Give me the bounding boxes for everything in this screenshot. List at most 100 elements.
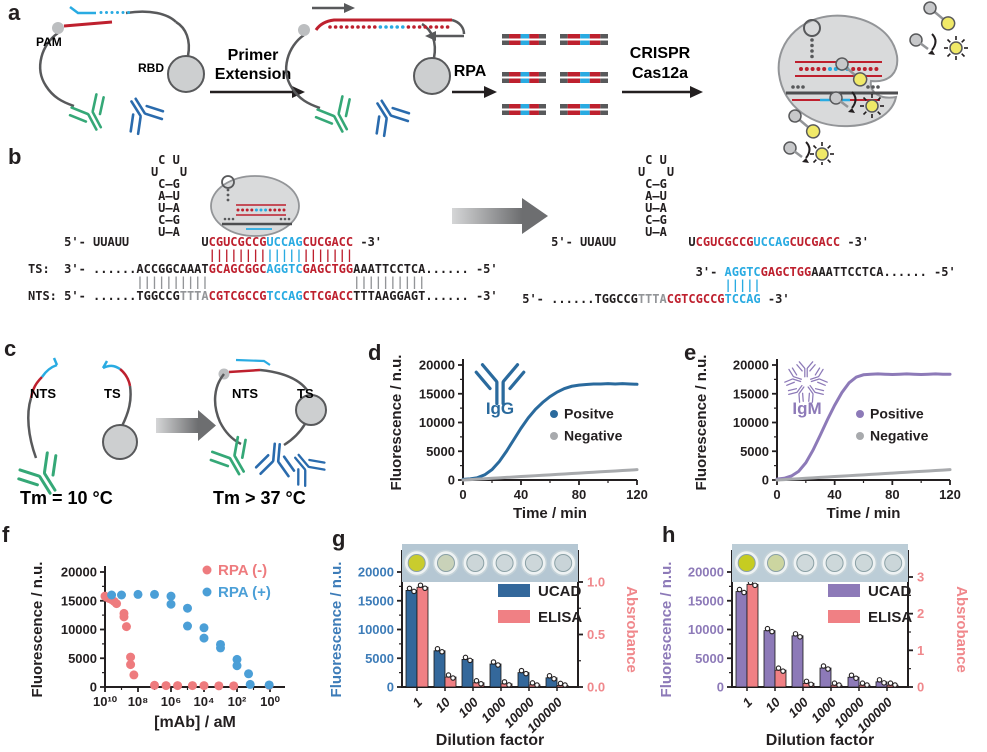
repl-dot	[876, 677, 883, 683]
amplicon-bar	[529, 72, 539, 77]
tick-label: 120	[626, 487, 648, 502]
forward-primer-arrow	[344, 3, 355, 13]
sequence-segment: ||||||||||	[136, 275, 209, 289]
repl-dot	[797, 634, 803, 640]
ts-nts-pairing-bars: |||||||||| ||||||||||	[28, 276, 425, 289]
repl-dot	[467, 657, 473, 664]
y-axis-title-left: Fluorescence / n.u.	[660, 562, 675, 698]
panel-c-scheme: NTS TS Tm = 10 °C NTS TS Tm > 3	[13, 357, 330, 508]
y-axis-title-left: Fluorescence / n.u.	[330, 562, 345, 698]
tick-label: 0	[717, 680, 724, 695]
extension-dot	[401, 25, 405, 29]
hairpin-row: A—U	[645, 189, 667, 203]
repl-dot	[478, 681, 484, 687]
amplicon-bar	[560, 78, 568, 83]
sequence-segment: CGTCGCCG	[208, 289, 267, 303]
sequence-segment: 3'-	[515, 265, 725, 279]
amplicon-bar	[567, 72, 581, 77]
repl-dot	[518, 667, 525, 674]
repl-dot	[557, 680, 564, 687]
amplicon-bar	[567, 40, 581, 45]
amplicon-bar	[600, 40, 608, 45]
panel-label-f: f	[2, 522, 10, 547]
sequence-segment: 5'- UUAUU U	[28, 235, 209, 249]
sequence-segment: GAGCTGG	[302, 262, 354, 276]
assembled-probe-high-tm: NTS TS Tm > 37 °C	[206, 358, 330, 508]
amplicon-bar	[529, 34, 539, 39]
sequence-segment: GAGCTGG	[760, 265, 812, 279]
amplicon-bar	[520, 72, 530, 77]
repl-dot	[808, 681, 814, 688]
amplicon-bar	[502, 104, 510, 109]
amplicon-bar	[509, 110, 521, 115]
extension-dot	[412, 25, 416, 29]
sequence-segment: TCCAG	[724, 292, 761, 306]
repl-dot	[764, 625, 771, 632]
tm-high-label: Tm > 37 °C	[213, 488, 306, 508]
extended-duplex-top-strand	[314, 18, 452, 31]
repl-dot	[825, 666, 831, 672]
tick-label: 10000	[688, 622, 724, 637]
amplicon-bar	[529, 110, 539, 115]
sequence-segment: -3'	[840, 235, 870, 249]
amplicon-bar	[589, 78, 601, 83]
well	[737, 554, 756, 572]
repl-dot	[506, 682, 512, 688]
data-point	[133, 589, 143, 599]
primer-blue-arrow	[69, 6, 96, 15]
legend-marker	[550, 410, 558, 418]
arrowhead	[484, 86, 497, 98]
series-Negative	[461, 468, 639, 482]
crrna-sequence-right: 5'- UUAUU UCGUCGCCGUCCAGCUCGACC -3'	[515, 236, 869, 249]
amplicon-bar	[509, 78, 521, 83]
repl-dot	[792, 631, 799, 637]
legend-swatch	[498, 610, 530, 623]
panel-label-g: g	[332, 526, 346, 551]
data-point	[119, 612, 129, 622]
legend-marker	[202, 587, 212, 597]
tick-label: 0.5	[587, 627, 605, 642]
data-point	[229, 681, 239, 691]
y-axis-title: Fluorescence / n.u.	[388, 355, 405, 491]
category-label: 10	[762, 694, 783, 715]
data-point	[232, 661, 242, 671]
rbd-antigen-circle	[102, 424, 138, 460]
data-point	[183, 603, 192, 613]
tick-label: 0	[459, 487, 466, 502]
cleaved-ts-sequence: 3'- AGGTCGAGCTGGAAATTCCTCA...... -5'	[515, 266, 956, 279]
sequence-segment: TTTAAGGAGT...... -3'	[353, 289, 498, 303]
sequence-segment: AGGTC	[266, 262, 303, 276]
sequence-segment: AAATTCCTCA...... -5'	[353, 262, 498, 276]
panel-label-e: e	[684, 340, 697, 365]
amplicon-bar	[520, 104, 530, 109]
legend-label: Positve	[564, 406, 614, 422]
sequence-segment: AAATTCCTCA...... -5'	[811, 265, 956, 279]
amplicon-bar	[580, 40, 590, 45]
extension-dot	[328, 25, 332, 29]
data-point	[173, 681, 183, 691]
extension-dot	[440, 25, 444, 29]
tick-label: 20000	[733, 358, 769, 373]
igm-pentamer-icon	[783, 361, 829, 405]
repl-dot	[741, 589, 747, 596]
amplicon-bar	[509, 104, 521, 109]
hairpin-row: U U	[637, 165, 675, 179]
crispr-step: CRISPR Cas12a	[622, 45, 703, 98]
amplicon-bar	[502, 78, 510, 83]
hairpin-row: C—G	[645, 177, 667, 191]
amplicon-bar	[529, 104, 539, 109]
well	[796, 554, 815, 572]
tick-label: 80	[572, 487, 586, 502]
hairpin-row: U—A	[645, 201, 667, 215]
tick-label: 15000	[419, 386, 455, 401]
tick-label: 15000	[61, 593, 97, 608]
legend-label: RPA (-)	[218, 562, 267, 579]
series-Positve	[461, 382, 639, 481]
amplicon-bar	[580, 78, 590, 83]
legend-label: ELISA	[538, 609, 582, 626]
amplicon-bar	[600, 72, 608, 77]
sequence-segment: TS: 3'- ......ACCGGCAAAT	[28, 262, 209, 276]
legend-label: Negative	[870, 428, 929, 444]
amplicon-bar	[600, 110, 608, 115]
extension-dot	[350, 25, 355, 29]
